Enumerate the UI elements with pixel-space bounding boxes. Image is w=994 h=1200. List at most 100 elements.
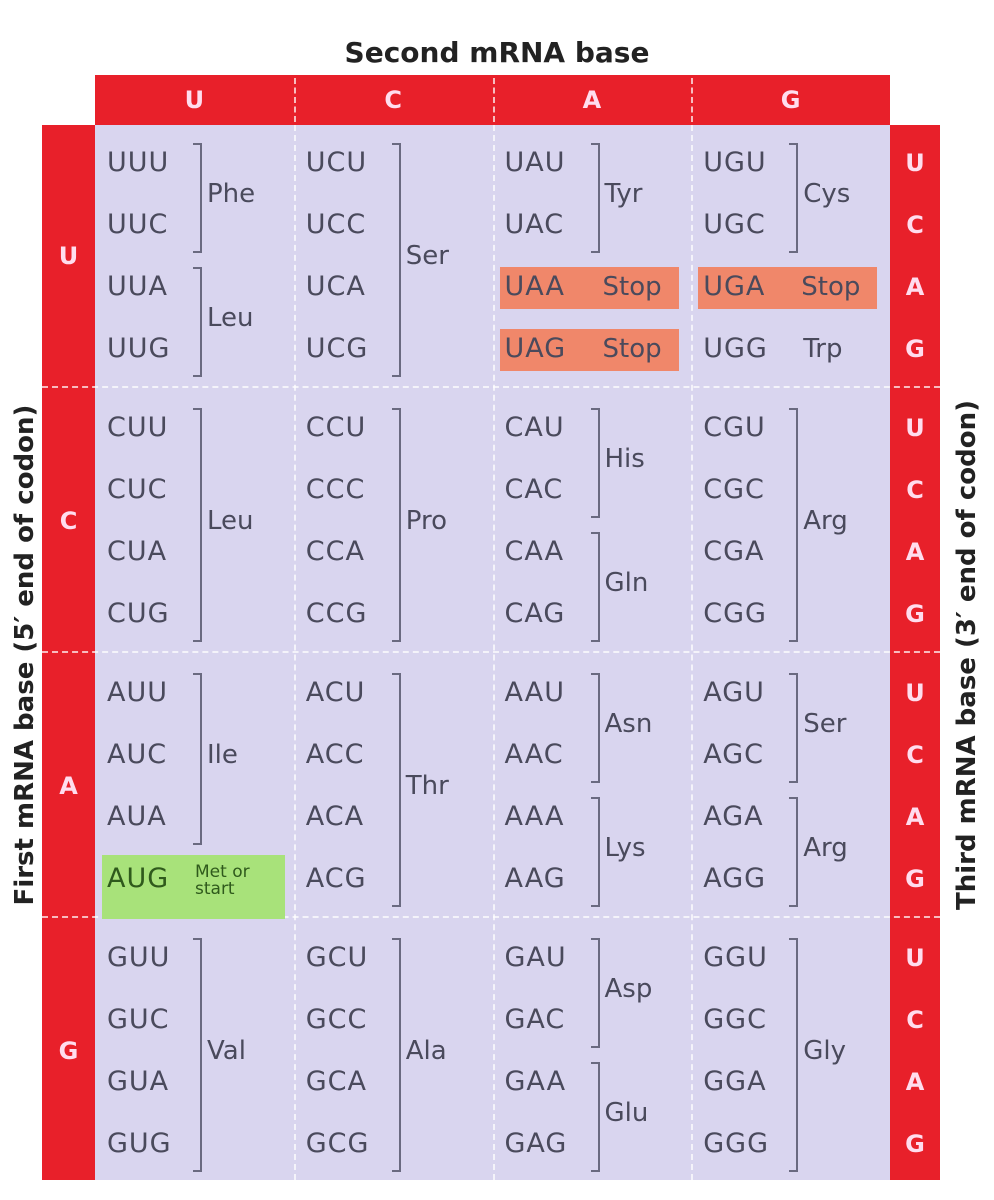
codon: AGC [703,739,765,770]
third-base-G: G [905,335,925,363]
codon: AUA [107,801,167,832]
codon: CCC [305,474,366,505]
codon: UCU [305,147,368,178]
codon: AUG [107,863,170,894]
first-base-G: G [58,1036,79,1065]
bracket [789,938,799,1172]
bracket [590,938,600,1048]
amino-acid-label: Stop [602,334,662,364]
bracket [193,408,202,642]
codon: ACC [305,739,365,770]
bracket [590,143,600,253]
second-base-A: A [582,86,602,114]
header-divider [293,78,296,122]
codon: GGC [703,1004,767,1035]
third-base-U: U [905,679,925,707]
third-base-label: Third mRNA base (3′ end of codon) [952,399,982,911]
amino-acid-label: Leu [207,506,254,536]
codon: AAA [504,801,565,832]
codon: CCA [305,536,365,567]
codon: GUU [107,942,171,973]
codon: GAA [504,1066,567,1097]
bracket [193,673,202,845]
codon: AAU [504,677,565,708]
bracket [193,938,202,1172]
third-base-C: C [906,1006,924,1034]
codon: UGC [703,209,766,240]
codon: CAG [504,598,566,629]
codon: CAU [504,412,565,443]
amino-acid-label: Stop [801,272,861,302]
bracket [391,673,401,907]
stop-codon-highlight [499,329,679,371]
codon: AGG [703,863,767,894]
start-label: Met or start [195,862,250,899]
bracket [789,143,799,253]
amino-acid-label: Asp [604,974,653,1004]
amino-acid-label: Asn [604,709,653,739]
codon: GUA [107,1066,170,1097]
codon: CGA [703,536,765,567]
codon: UUA [107,271,168,302]
codon: ACG [305,863,367,894]
third-base-C: C [906,211,924,239]
amino-acid-label: Pro [405,506,447,536]
amino-acid-label: Arg [803,833,848,863]
amino-acid-label: Cys [803,179,851,209]
third-base-G: G [905,600,925,628]
codon: CGG [703,598,767,629]
bracket [391,143,401,377]
first-base-C: C [59,506,78,535]
amino-acid-label: Stop [602,272,662,302]
second-base-U: U [184,86,205,114]
bracket [193,267,202,377]
bracket [590,673,600,783]
amino-acid-label: Ser [803,709,847,739]
codon: UAA [504,271,565,302]
codon: AUU [107,677,168,708]
codon: UGG [703,333,768,364]
codon: CUC [107,474,168,505]
bracket [590,1062,600,1172]
third-base-C: C [906,741,924,769]
amino-acid-label: His [604,444,645,474]
amino-acid-label: Leu [207,303,254,333]
amino-acid-label: Trp [803,334,843,364]
codon: AAC [504,739,564,770]
bracket [590,797,600,907]
codon: UGU [703,147,767,178]
codon: UCA [305,271,366,302]
row-divider [42,651,940,653]
codon: CCG [305,598,368,629]
third-base-A: A [905,803,925,831]
codon: CAC [504,474,564,505]
codon: AGA [703,801,764,832]
header-divider [691,78,694,122]
codon: GAC [504,1004,566,1035]
amino-acid-label: Tyr [604,179,643,209]
codon: AGU [703,677,765,708]
column-divider [691,125,694,1180]
third-base-A: A [905,273,925,301]
codon: CGU [703,412,766,443]
amino-acid-label: Arg [803,506,848,536]
codon: GCA [305,1066,367,1097]
amino-acid-label: Val [207,1036,246,1066]
amino-acid-label: Lys [604,833,646,863]
codon: GUC [107,1004,170,1035]
codon: UGA [703,271,766,302]
codon: CUA [107,536,168,567]
codon: CGC [703,474,765,505]
amino-acid-label: Phe [207,179,256,209]
codon: CUU [107,412,169,443]
bracket [590,408,600,518]
amino-acid-label: Gly [803,1036,847,1066]
third-base-G: G [905,1130,925,1158]
codon: UAU [504,147,566,178]
start-codon-highlight [102,855,285,919]
second-base-C: C [384,86,402,114]
amino-acid-label: Glu [604,1098,649,1128]
codon: UCC [305,209,367,240]
third-base-G: G [905,865,925,893]
second-base-G: G [780,86,801,114]
